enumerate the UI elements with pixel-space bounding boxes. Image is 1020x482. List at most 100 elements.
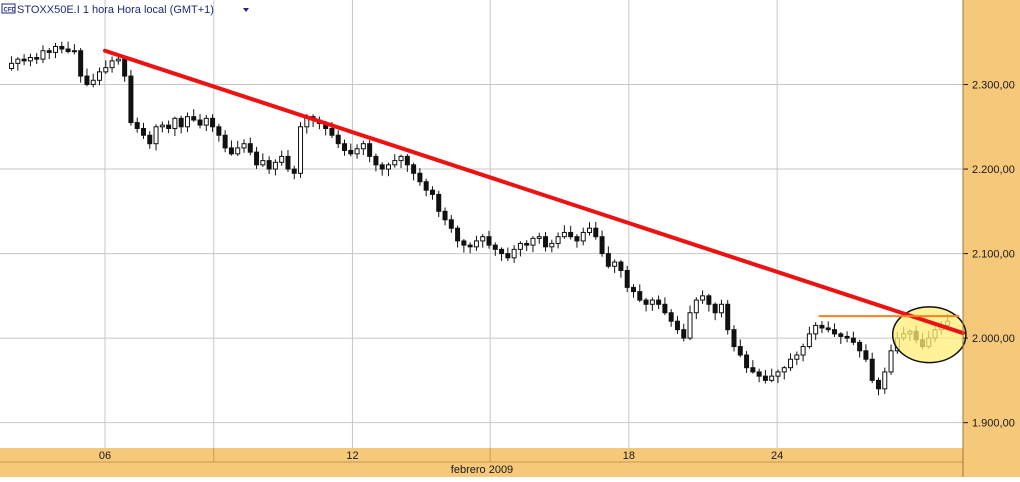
- candle-body: [718, 303, 724, 314]
- candle-body: [140, 127, 146, 136]
- candle-body: [788, 358, 794, 369]
- candle-body: [279, 155, 285, 163]
- candle-body: [436, 193, 442, 212]
- candle-body: [354, 148, 360, 155]
- candle-body: [725, 303, 731, 331]
- candle-body: [27, 56, 33, 62]
- candle-body: [467, 244, 473, 248]
- plot-background: [0, 0, 963, 448]
- y-tick-label: 2.000,00: [972, 333, 1015, 345]
- candle-body: [9, 62, 15, 69]
- x-axis: 06 12 18 24: [99, 450, 783, 462]
- candle-body: [191, 116, 197, 121]
- candle-body: [473, 240, 479, 248]
- candle-body: [750, 367, 756, 373]
- y-tick-label: 2.200,00: [972, 164, 1015, 176]
- candle-body: [869, 358, 875, 381]
- candle-body: [668, 312, 674, 322]
- candle-body: [448, 219, 454, 229]
- candle-body: [392, 160, 398, 166]
- candle-body: [775, 371, 781, 377]
- candle-body: [744, 354, 750, 369]
- candle-body: [97, 71, 103, 81]
- candle-body: [832, 329, 838, 335]
- candle-body: [134, 122, 140, 129]
- candle-body: [46, 50, 52, 53]
- candle-body: [90, 79, 96, 86]
- candle-body: [857, 341, 863, 352]
- candle-body: [882, 371, 888, 390]
- candle-body: [159, 124, 165, 128]
- candle-body: [241, 143, 247, 149]
- candle-body: [674, 320, 680, 331]
- candle-body: [681, 329, 687, 339]
- y-tick-label: 2.300,00: [972, 80, 1015, 92]
- y-tick-label: 2.100,00: [972, 249, 1015, 261]
- candle-body: [568, 231, 574, 238]
- candle-body: [411, 164, 417, 174]
- y-axis: 1.900,00 2.000,00 2.100,00 2.200,00 2.300,00: [963, 80, 1015, 430]
- candle-body: [844, 335, 850, 339]
- candle-body: [555, 236, 561, 244]
- candle-body: [499, 248, 505, 255]
- candle-body: [712, 303, 718, 314]
- candle-body: [235, 147, 241, 155]
- candle-body: [335, 134, 341, 145]
- candle-body: [442, 210, 448, 221]
- chart-title: STOXX50E.I 1 hora Hora local (GMT+1): [17, 4, 214, 16]
- downtrend-line: [102, 48, 965, 336]
- candle-body: [128, 75, 134, 124]
- candle-body: [511, 248, 517, 259]
- candle-body: [147, 134, 153, 145]
- candle-body: [222, 134, 228, 149]
- candle-body: [203, 117, 209, 126]
- candle-body: [348, 149, 354, 155]
- x-tick-label: 06: [99, 450, 111, 462]
- candle-body: [637, 291, 643, 301]
- candle-body: [429, 189, 435, 195]
- x-axis-month-label: febrero 2009: [451, 464, 513, 476]
- candle-body: [78, 50, 84, 77]
- candle-body: [561, 231, 567, 238]
- candle-body: [737, 346, 743, 356]
- candle-body: [342, 143, 348, 151]
- candle-body: [122, 58, 128, 77]
- candle-body: [687, 312, 693, 339]
- candle-body: [643, 299, 649, 305]
- candle-body: [329, 127, 335, 136]
- candle-body: [59, 45, 65, 50]
- candle-body: [360, 143, 366, 150]
- candle-body: [630, 286, 636, 293]
- candle-body: [517, 242, 523, 250]
- candle-body: [40, 50, 46, 60]
- candle-body: [800, 346, 806, 356]
- candle-body: [423, 181, 429, 191]
- candle-body: [285, 155, 291, 170]
- candle-body: [524, 242, 530, 246]
- candle-body: [492, 244, 498, 250]
- cfd-badge: CFD: [4, 7, 17, 13]
- candle-body: [417, 172, 423, 183]
- candle-body: [298, 126, 304, 174]
- candle-body: [385, 164, 391, 170]
- candle-body: [813, 324, 819, 335]
- candle-body: [153, 126, 159, 145]
- candles: [9, 41, 951, 396]
- annotations: [102, 48, 967, 364]
- candle-body: [178, 117, 184, 128]
- cfd-badge-box: [1, 3, 16, 14]
- candle-body: [404, 155, 410, 166]
- candle-body: [486, 236, 492, 246]
- dropdown-caret-icon[interactable]: [243, 8, 249, 12]
- candle-body: [291, 168, 297, 174]
- candle-body: [260, 160, 266, 166]
- candle-body: [197, 119, 203, 126]
- candle-body: [71, 50, 77, 53]
- candle-body: [53, 45, 59, 53]
- candle-body: [649, 299, 655, 305]
- candle-body: [461, 240, 467, 246]
- candle-body: [84, 75, 90, 86]
- candle-body: [247, 143, 253, 153]
- candle-body: [254, 151, 260, 166]
